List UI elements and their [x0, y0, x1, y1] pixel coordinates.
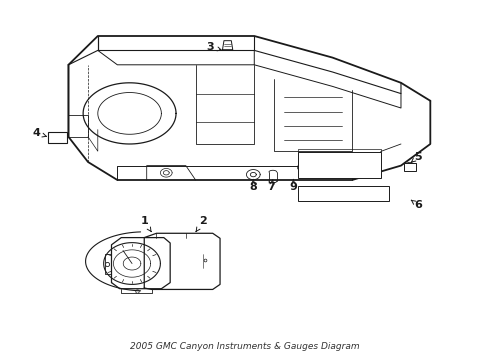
- Text: 4: 4: [33, 128, 46, 138]
- Text: 9: 9: [289, 179, 297, 192]
- Text: 5: 5: [410, 152, 421, 162]
- Bar: [48, 132, 66, 143]
- Text: 1: 1: [140, 216, 151, 231]
- Bar: [298, 186, 388, 201]
- Bar: [403, 163, 415, 171]
- Bar: [367, 162, 376, 169]
- Text: 6: 6: [410, 200, 421, 210]
- Bar: [298, 152, 381, 178]
- Text: 2: 2: [196, 216, 206, 231]
- Text: 3: 3: [206, 42, 221, 52]
- Text: 2005 GMC Canyon Instruments & Gauges Diagram: 2005 GMC Canyon Instruments & Gauges Dia…: [129, 342, 359, 351]
- Text: 8: 8: [249, 179, 257, 192]
- Text: 7: 7: [267, 179, 275, 192]
